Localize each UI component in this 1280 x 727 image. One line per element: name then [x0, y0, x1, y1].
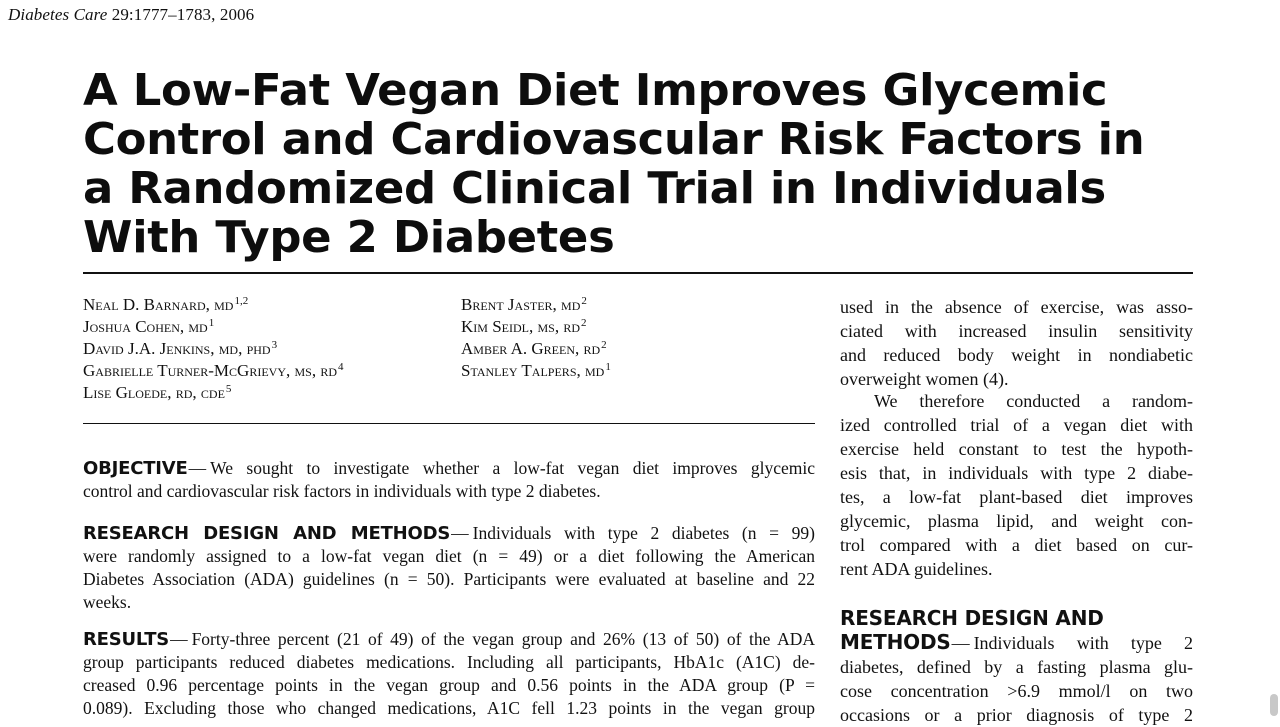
author-list-left: Neal D. Barnard, md1,2 Joshua Cohen, md1… — [83, 294, 344, 404]
scrollbar-thumb[interactable] — [1270, 694, 1278, 716]
text-line: and reduced body weight in nondiabetic — [840, 345, 1193, 365]
body-paragraph: We therefore conducted a random- ized co… — [840, 389, 1193, 581]
abstract-methods: RESEARCH DESIGN AND METHODS— Individuals … — [83, 523, 815, 612]
text-line: ized controlled trial of a vegan diet wi… — [840, 415, 1193, 435]
title-line: Control and Cardiovascular Risk Factors … — [83, 114, 1145, 165]
journal-volume: 29:1777–1783, 2006 — [111, 5, 255, 24]
title-line: a Randomized Clinical Trial in Individua… — [83, 163, 1106, 214]
author: Stanley Talpers, md1 — [461, 361, 611, 380]
journal-name: Diabetes Care — [8, 5, 108, 24]
objective-heading: OBJECTIVE — [83, 458, 188, 479]
author: Gabrielle Turner-McGrievy, ms, rd4 — [83, 361, 344, 380]
section-heading: METHODS — [840, 630, 951, 654]
results-heading: RESULTS — [83, 629, 170, 650]
abstract-objective: OBJECTIVE— We sought to investigate wheth… — [83, 458, 815, 501]
section-text: occasions or a prior diagnosis of type 2 — [840, 705, 1193, 725]
text-line: glycemic, plasma lipid, and weight con- — [840, 511, 1193, 531]
text-line: used in the absence of exercise, was ass… — [840, 297, 1193, 317]
abstract-rule — [83, 423, 815, 424]
author: Lise Gloede, rd, cde5 — [83, 383, 232, 402]
objective-text: control and cardiovascular risk factors … — [83, 481, 601, 501]
methods-text: weeks. — [83, 592, 132, 612]
title-rule — [83, 272, 1193, 274]
section-heading: RESEARCH DESIGN AND — [840, 606, 1104, 630]
methods-heading: RESEARCH DESIGN AND METHODS — [83, 523, 451, 544]
text-line: We therefore conducted a random- — [874, 391, 1193, 411]
methods-text: were randomly assigned to a low-fat vega… — [83, 546, 815, 566]
section-text: diabetes, defined by a fasting plasma gl… — [840, 657, 1193, 677]
methods-text: Individuals with type 2 diabetes (n = 99… — [472, 523, 815, 543]
text-line: ciated with increased insulin sensitivit… — [840, 321, 1193, 341]
results-text: Forty-three percent (21 of 49) of the ve… — [191, 629, 815, 649]
section-methods: RESEARCH DESIGN AND METHODS— Individuals … — [840, 606, 1193, 725]
text-line: tes, a low-fat plant-based diet improves — [840, 487, 1193, 507]
results-text: group participants reduced diabetes medi… — [83, 652, 815, 672]
section-text: Individuals with type 2 — [973, 633, 1193, 653]
author: David J.A. Jenkins, md, phd3 — [83, 339, 278, 358]
scrollbar[interactable] — [1268, 0, 1280, 720]
journal-citation: Diabetes Care 29:1777–1783, 2006 — [8, 5, 254, 25]
text-line: overweight women (4). — [840, 369, 1009, 389]
author: Joshua Cohen, md1 — [83, 317, 215, 336]
author: Amber A. Green, rd2 — [461, 339, 607, 358]
results-text: creased 0.96 percentage points in the ve… — [83, 675, 815, 695]
text-line: trol compared with a diet based on cur- — [840, 535, 1193, 555]
methods-text: Diabetes Association (ADA) guidelines (n… — [83, 569, 815, 589]
objective-text: We sought to investigate whether a low-f… — [210, 458, 815, 478]
author: Kim Seidl, ms, rd2 — [461, 317, 587, 336]
author: Brent Jaster, md2 — [461, 295, 587, 314]
text-line: esis that, in individuals with type 2 di… — [840, 463, 1193, 483]
article-title: A Low-Fat Vegan Diet Improves Glycemic C… — [83, 66, 1225, 262]
results-text: 0.089). Excluding those who changed medi… — [83, 698, 815, 718]
title-line: With Type 2 Diabetes — [83, 212, 615, 263]
text-line: exercise held constant to test the hypot… — [840, 439, 1193, 459]
section-text: cose concentration >6.9 mmol/l on two — [840, 681, 1193, 701]
author: Neal D. Barnard, md1,2 — [83, 295, 249, 314]
text-line: rent ADA guidelines. — [840, 559, 993, 579]
author-list-right: Brent Jaster, md2 Kim Seidl, ms, rd2 Amb… — [461, 294, 611, 382]
abstract-results: RESULTS— Forty-three percent (21 of 49) o… — [83, 629, 815, 718]
title-line: A Low-Fat Vegan Diet Improves Glycemic — [83, 65, 1108, 116]
body-paragraph: used in the absence of exercise, was ass… — [840, 295, 1193, 391]
